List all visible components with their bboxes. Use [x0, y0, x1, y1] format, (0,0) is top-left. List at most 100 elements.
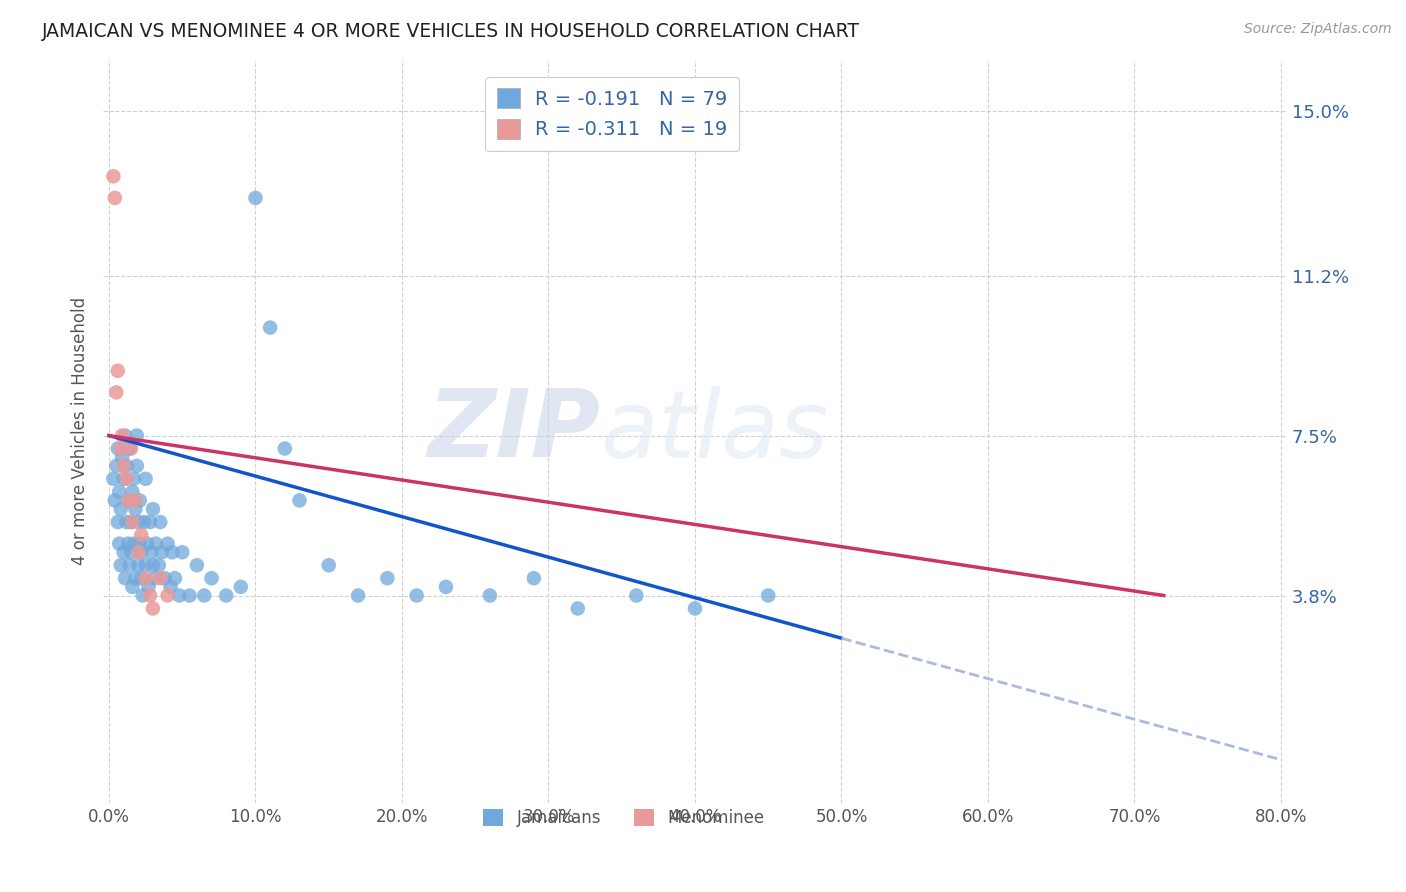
- Point: [179, 589, 201, 603]
- Point: [756, 589, 779, 603]
- Point: [103, 169, 125, 184]
- Point: [112, 545, 135, 559]
- Point: [125, 428, 148, 442]
- Point: [148, 558, 170, 573]
- Point: [120, 545, 142, 559]
- Point: [110, 442, 132, 456]
- Point: [160, 545, 183, 559]
- Point: [115, 458, 138, 473]
- Point: [122, 536, 145, 550]
- Point: [259, 320, 281, 334]
- Point: [156, 536, 179, 550]
- Point: [159, 580, 181, 594]
- Point: [129, 571, 152, 585]
- Point: [193, 589, 215, 603]
- Point: [104, 191, 127, 205]
- Point: [107, 515, 129, 529]
- Point: [103, 472, 125, 486]
- Text: JAMAICAN VS MENOMINEE 4 OR MORE VEHICLES IN HOUSEHOLD CORRELATION CHART: JAMAICAN VS MENOMINEE 4 OR MORE VEHICLES…: [42, 22, 860, 41]
- Point: [153, 571, 176, 585]
- Point: [118, 442, 141, 456]
- Point: [142, 558, 165, 573]
- Point: [375, 571, 398, 585]
- Point: [135, 571, 157, 585]
- Point: [405, 589, 427, 603]
- Point: [135, 472, 157, 486]
- Y-axis label: 4 or more Vehicles in Household: 4 or more Vehicles in Household: [72, 297, 89, 566]
- Point: [121, 484, 143, 499]
- Point: [124, 502, 146, 516]
- Point: [347, 589, 370, 603]
- Point: [142, 601, 165, 615]
- Point: [567, 601, 589, 615]
- Point: [125, 458, 148, 473]
- Point: [128, 536, 150, 550]
- Point: [683, 601, 706, 615]
- Point: [139, 515, 162, 529]
- Point: [124, 493, 146, 508]
- Point: [122, 472, 145, 486]
- Point: [115, 515, 138, 529]
- Point: [114, 571, 136, 585]
- Point: [143, 571, 166, 585]
- Point: [169, 589, 191, 603]
- Point: [156, 589, 179, 603]
- Point: [523, 571, 546, 585]
- Point: [145, 536, 167, 550]
- Point: [105, 385, 128, 400]
- Point: [107, 442, 129, 456]
- Point: [141, 545, 163, 559]
- Point: [149, 571, 172, 585]
- Point: [115, 472, 138, 486]
- Text: ZIP: ZIP: [427, 385, 600, 477]
- Point: [129, 545, 152, 559]
- Point: [124, 571, 146, 585]
- Point: [121, 580, 143, 594]
- Point: [117, 493, 139, 508]
- Point: [121, 515, 143, 529]
- Point: [112, 472, 135, 486]
- Point: [107, 364, 129, 378]
- Point: [200, 571, 222, 585]
- Point: [128, 493, 150, 508]
- Point: [150, 545, 173, 559]
- Point: [112, 458, 135, 473]
- Legend: Jamaicans, Menominee: Jamaicans, Menominee: [475, 801, 773, 836]
- Point: [163, 571, 186, 585]
- Point: [288, 493, 311, 508]
- Point: [318, 558, 340, 573]
- Point: [110, 558, 132, 573]
- Point: [111, 428, 134, 442]
- Point: [186, 558, 208, 573]
- Point: [108, 536, 131, 550]
- Point: [127, 515, 149, 529]
- Point: [172, 545, 194, 559]
- Point: [434, 580, 457, 594]
- Point: [229, 580, 252, 594]
- Point: [120, 515, 142, 529]
- Point: [117, 493, 139, 508]
- Point: [117, 536, 139, 550]
- Point: [127, 558, 149, 573]
- Point: [149, 515, 172, 529]
- Point: [626, 589, 648, 603]
- Text: atlas: atlas: [600, 385, 828, 477]
- Point: [478, 589, 501, 603]
- Text: Source: ZipAtlas.com: Source: ZipAtlas.com: [1244, 22, 1392, 37]
- Point: [129, 528, 152, 542]
- Point: [274, 442, 297, 456]
- Point: [118, 558, 141, 573]
- Point: [105, 458, 128, 473]
- Point: [111, 450, 134, 465]
- Point: [114, 428, 136, 442]
- Point: [127, 545, 149, 559]
- Point: [245, 191, 267, 205]
- Point: [142, 502, 165, 516]
- Point: [110, 502, 132, 516]
- Point: [139, 589, 162, 603]
- Point: [135, 558, 157, 573]
- Point: [108, 484, 131, 499]
- Point: [215, 589, 238, 603]
- Point: [120, 442, 142, 456]
- Point: [134, 515, 156, 529]
